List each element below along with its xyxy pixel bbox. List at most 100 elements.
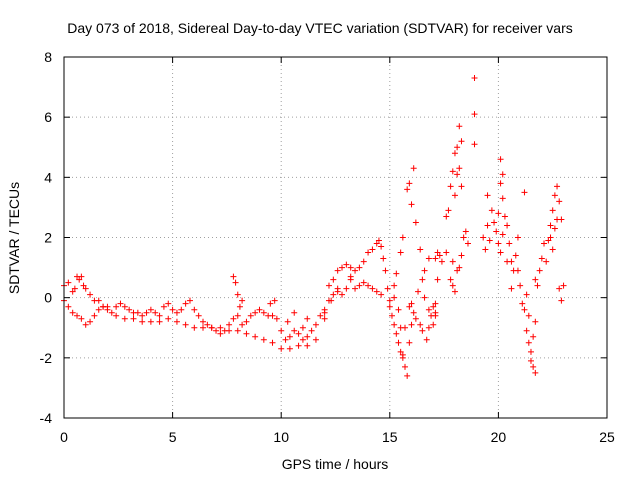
data-point bbox=[456, 165, 463, 172]
data-point bbox=[312, 336, 319, 343]
data-point bbox=[484, 192, 491, 199]
data-point bbox=[486, 237, 493, 244]
y-tick-label: 8 bbox=[44, 49, 52, 65]
grid-lines bbox=[64, 57, 607, 418]
data-point bbox=[406, 303, 413, 310]
data-point bbox=[382, 267, 389, 274]
data-point bbox=[134, 309, 141, 316]
data-point bbox=[386, 297, 393, 304]
data-point bbox=[432, 255, 439, 262]
data-point bbox=[530, 333, 537, 340]
data-point bbox=[87, 318, 94, 325]
data-point bbox=[538, 255, 545, 262]
data-point bbox=[410, 165, 417, 172]
data-point bbox=[464, 240, 471, 247]
axis-ticks: 0 5 10 15 20 25 -4 -2 0 2 4 6 8 bbox=[40, 49, 615, 445]
data-point bbox=[425, 324, 432, 331]
data-point bbox=[95, 297, 102, 304]
data-point bbox=[173, 309, 180, 316]
data-point bbox=[65, 279, 72, 286]
data-point bbox=[200, 324, 207, 331]
data-point bbox=[404, 186, 411, 193]
data-point bbox=[252, 333, 259, 340]
data-point bbox=[347, 273, 354, 280]
data-point bbox=[232, 279, 239, 286]
x-axis-label: GPS time / hours bbox=[281, 456, 389, 472]
data-point bbox=[449, 168, 456, 175]
data-point bbox=[523, 291, 530, 298]
data-point bbox=[200, 318, 207, 325]
chart-title: Day 073 of 2018, Sidereal Day-to-day VTE… bbox=[67, 20, 573, 36]
data-point bbox=[69, 309, 76, 316]
data-point bbox=[87, 291, 94, 298]
data-point bbox=[256, 306, 263, 313]
data-point bbox=[195, 312, 202, 319]
data-point bbox=[299, 336, 306, 343]
data-point bbox=[226, 321, 233, 328]
data-point bbox=[551, 225, 558, 232]
data-point bbox=[356, 264, 363, 271]
data-point bbox=[497, 156, 504, 163]
data-point bbox=[399, 351, 406, 358]
data-point bbox=[530, 363, 537, 370]
data-point bbox=[130, 315, 137, 322]
data-point bbox=[117, 300, 124, 307]
data-point bbox=[78, 273, 85, 280]
data-point bbox=[512, 252, 519, 259]
data-point bbox=[521, 189, 528, 196]
data-point bbox=[404, 372, 411, 379]
data-point bbox=[74, 312, 81, 319]
data-point bbox=[304, 342, 311, 349]
data-point bbox=[514, 267, 521, 274]
data-point bbox=[160, 303, 167, 310]
data-point bbox=[391, 282, 398, 289]
x-tick-label: 0 bbox=[60, 429, 68, 445]
y-tick-label: 6 bbox=[44, 109, 52, 125]
data-point bbox=[152, 309, 159, 316]
data-point bbox=[462, 228, 469, 235]
data-point bbox=[460, 234, 467, 241]
data-point bbox=[421, 294, 428, 301]
data-point bbox=[91, 312, 98, 319]
data-point bbox=[458, 138, 465, 145]
data-point bbox=[434, 276, 441, 283]
data-point bbox=[71, 285, 78, 292]
data-point bbox=[76, 276, 83, 283]
data-point bbox=[208, 324, 215, 331]
x-tick-label: 15 bbox=[382, 429, 398, 445]
data-point bbox=[108, 309, 115, 316]
data-point bbox=[393, 330, 400, 337]
data-point bbox=[454, 144, 461, 151]
data-point bbox=[365, 249, 372, 256]
data-point bbox=[558, 297, 565, 304]
data-point bbox=[534, 282, 541, 289]
data-point bbox=[386, 303, 393, 310]
x-tick-label: 20 bbox=[491, 429, 507, 445]
data-point bbox=[69, 288, 76, 295]
data-point bbox=[291, 327, 298, 334]
data-point bbox=[449, 282, 456, 289]
data-point bbox=[499, 171, 506, 178]
data-point bbox=[365, 282, 372, 289]
data-point bbox=[191, 306, 198, 313]
data-point bbox=[458, 252, 465, 259]
data-point bbox=[521, 306, 528, 313]
data-point bbox=[360, 258, 367, 265]
data-point bbox=[532, 276, 539, 283]
data-point bbox=[488, 207, 495, 214]
data-point bbox=[399, 234, 406, 241]
data-point bbox=[278, 327, 285, 334]
data-point bbox=[532, 369, 539, 376]
data-point bbox=[480, 234, 487, 241]
data-point bbox=[321, 309, 328, 316]
data-point bbox=[380, 255, 387, 262]
data-point bbox=[352, 267, 359, 274]
data-point bbox=[343, 261, 350, 268]
data-point bbox=[549, 246, 556, 253]
data-point bbox=[226, 327, 233, 334]
data-point bbox=[408, 321, 415, 328]
data-point bbox=[65, 303, 72, 310]
data-point bbox=[456, 264, 463, 271]
data-point bbox=[286, 345, 293, 352]
data-point bbox=[273, 315, 280, 322]
